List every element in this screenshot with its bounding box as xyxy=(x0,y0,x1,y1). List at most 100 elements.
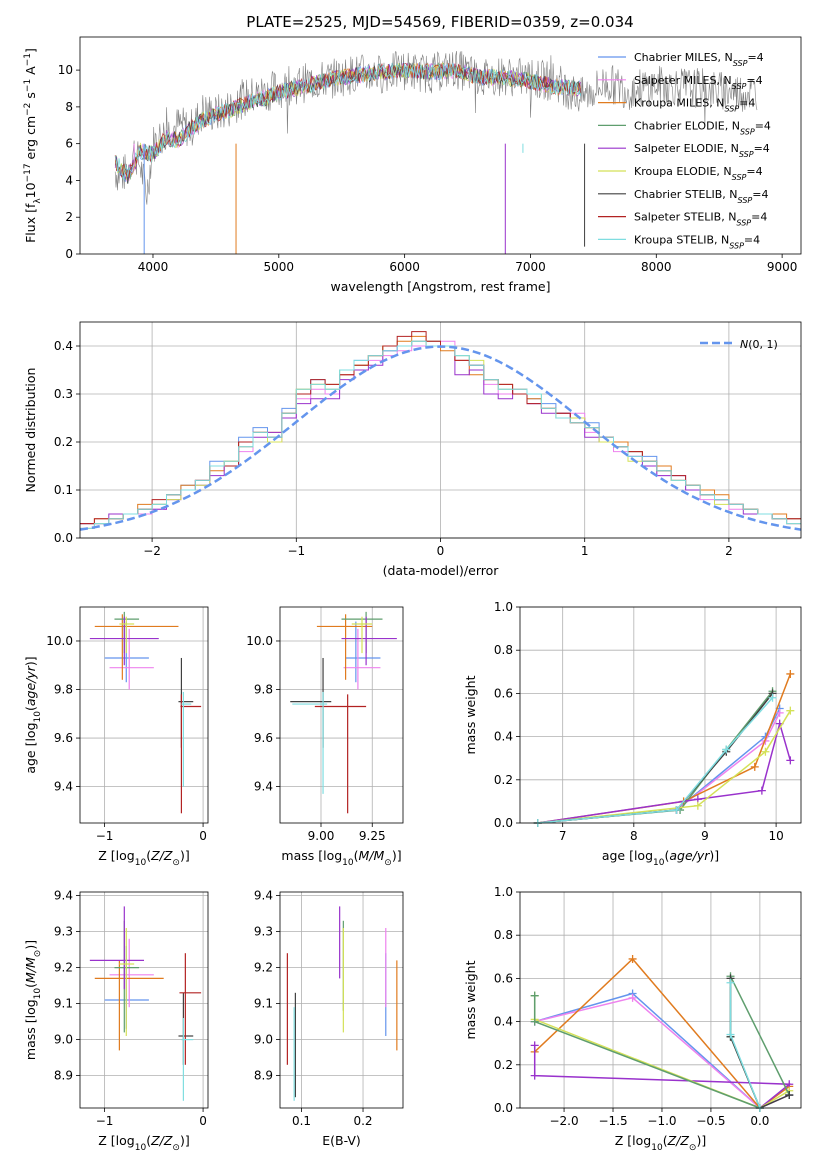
mass_vs_Z-ytick-label: 9.3 xyxy=(54,925,73,939)
mass_weight_vs_Z-xtick-label: −1.0 xyxy=(647,1114,676,1128)
weight-marker xyxy=(726,1030,735,1039)
spectrum-xlabel: wavelength [Angstrom, rest frame] xyxy=(330,279,550,294)
spectrum-model-line xyxy=(114,62,582,178)
mass_vs_ebv-ytick-label: 9.0 xyxy=(254,1033,273,1047)
age_vs_Z-points xyxy=(89,611,202,814)
age_vs_Z-xtick-label: 0 xyxy=(199,829,207,843)
age_vs_mass-points xyxy=(290,611,397,814)
weight-marker xyxy=(775,708,784,717)
weight-marker xyxy=(750,762,759,771)
age_vs_Z-xlabel: Z [log10(Z/Z⊙)] xyxy=(98,848,189,868)
mass_weight_vs_age-xtick-label: 8 xyxy=(630,829,638,843)
age_vs_Z-ytick-label: 10.0 xyxy=(46,634,73,648)
spectrum-ytick-label: 8 xyxy=(65,100,73,114)
mass_vs_Z-titles: Z [log10(Z/Z⊙)] mass [log10(M/M⊙)] xyxy=(23,940,190,1153)
weight-marker xyxy=(786,706,795,715)
mass_vs_ebv-axes: 0.1 0.2 8.9 9.0 9.1 9.2 9.3 9.4 xyxy=(254,889,403,1128)
mass_vs_Z-frame xyxy=(79,891,209,1109)
weight-marker xyxy=(757,786,766,795)
mass_weight_vs_Z-ytick-label: 0.4 xyxy=(494,1015,513,1029)
mass_weight_vs_Z-ylabel: mass weight xyxy=(463,960,478,1039)
residuals-ytick-label: 0.0 xyxy=(54,531,73,545)
weight-line xyxy=(537,710,791,824)
residuals-xtick-label: 1 xyxy=(581,544,589,558)
mass_weight_vs_Z-xtick-label: 0.0 xyxy=(750,1114,769,1128)
mass_weight_vs_Z-ytick-label: 0.6 xyxy=(494,971,513,985)
age_vs_mass-ytick-label: 10.0 xyxy=(246,634,273,648)
weight-marker xyxy=(530,991,539,1000)
mass_vs_Z-xlabel: Z [log10(Z/Z⊙)] xyxy=(98,1133,189,1153)
residuals-ytick-label: 0.3 xyxy=(54,387,73,401)
legend-label: Salpeter STELIB, NSSP=4 xyxy=(634,211,767,228)
mass_vs_ebv-ytick-label: 9.3 xyxy=(254,925,273,939)
mass_vs_Z-points xyxy=(89,906,202,1101)
residuals-ytick-label: 0.4 xyxy=(54,339,73,353)
weight-marker xyxy=(785,1091,794,1100)
legend-label: Salpeter ELODIE, NSSP=4 xyxy=(634,142,770,159)
residuals-xtick-label: 2 xyxy=(725,544,733,558)
age_vs_Z-frame xyxy=(79,606,209,824)
weight-marker xyxy=(693,801,702,810)
weight-marker xyxy=(530,1041,539,1050)
age_vs_mass-xtick-label: 9.25 xyxy=(359,829,386,843)
mass_weight_vs_Z-xtick-label: −2.0 xyxy=(549,1114,578,1128)
legend-label: Chabrier MILES, NSSP=4 xyxy=(634,51,764,68)
spectrum-ytick-label: 2 xyxy=(65,210,73,224)
charts-layer: 4000 5000 6000 7000 8000 90000246810wavelengt… xyxy=(23,36,802,1153)
weight-marker xyxy=(672,806,681,815)
spectrum-frame xyxy=(79,36,802,255)
spectrum-model-line xyxy=(114,62,582,181)
residual-hists xyxy=(80,331,801,531)
spectrum-ytick-label: 4 xyxy=(65,173,73,187)
weight-line xyxy=(534,957,790,1110)
spectrum-model-line xyxy=(114,62,582,182)
mass_vs_Z-ylabel: mass [log10(M/M⊙)] xyxy=(23,940,43,1060)
mass_weight_vs_age-ylabel: mass weight xyxy=(463,675,478,754)
mass_weight_vs_Z-ytick-label: 0.0 xyxy=(494,1101,513,1115)
weight-marker xyxy=(530,1017,539,1026)
age_vs_mass-ytick-label: 9.8 xyxy=(254,683,273,697)
mass_weight_vs_age-ytick-label: 0.2 xyxy=(494,773,513,787)
residuals-xtick-label: −2 xyxy=(143,544,161,558)
residuals-xlabel: (data-model)/error xyxy=(383,563,500,578)
spectrum-lines xyxy=(114,50,758,254)
weight-marker xyxy=(761,747,770,756)
spectrum-titles: wavelength [Angstrom, rest frame] Flux [f… xyxy=(23,48,551,294)
weight-marker xyxy=(530,1071,539,1080)
weight-marker xyxy=(628,954,637,963)
mass_vs_ebv-ytick-label: 8.9 xyxy=(254,1069,273,1083)
mass_vs_Z-ytick-label: 9.0 xyxy=(54,1033,73,1047)
mass_weight_vs_age-xlabel: age [log10(age/yr)] xyxy=(602,848,719,868)
spectrum-xtick-label: 4000 xyxy=(138,260,169,274)
age_vs_Z-titles: Z [log10(Z/Z⊙)] age [log10(age/yr)] xyxy=(23,656,190,868)
age_vs_Z-xtick-label: −1 xyxy=(96,829,114,843)
mass_vs_ebv-ytick-label: 9.4 xyxy=(254,889,273,903)
spectrum-ylabel: Flux [fλ10−17 erg cm−2 s−1 A−1] xyxy=(23,48,43,243)
histogram-step xyxy=(80,340,801,529)
residuals-ytick-label: 0.1 xyxy=(54,483,73,497)
spectrum-xtick-label: 6000 xyxy=(389,260,420,274)
mass_vs_ebv-frame xyxy=(279,891,404,1109)
mass_weight_vs_age-xtick-label: 10 xyxy=(768,829,783,843)
weight-marker xyxy=(786,756,795,765)
weight-line xyxy=(533,1045,792,1109)
residuals-ytick-label: 0.2 xyxy=(54,435,73,449)
mass_vs_Z-xtick-label: −1 xyxy=(96,1114,114,1128)
mass_vs_ebv-xtick-label: 0.2 xyxy=(353,1114,372,1128)
figure-title: PLATE=2525, MJD=54569, FIBERID=0359, z=0… xyxy=(246,13,633,31)
spectrum-ytick-label: 6 xyxy=(65,137,73,151)
mass_weight_vs_age-lines xyxy=(533,669,795,827)
mass_weight_vs_age-ytick-label: 0.4 xyxy=(494,730,513,744)
weight-marker xyxy=(722,745,731,754)
residuals-frame xyxy=(79,321,802,539)
residuals-ylabel: Normed distribution xyxy=(23,368,38,493)
mass_weight_vs_Z-ytick-label: 1.0 xyxy=(494,885,513,899)
mass_vs_Z-ytick-label: 9.1 xyxy=(54,997,73,1011)
mass_weight_vs_age-titles: age [log10(age/yr)] mass weight xyxy=(463,675,719,868)
residuals-titles: (data-model)/error Normed distribution xyxy=(23,368,499,578)
age_vs_Z-ytick-label: 9.8 xyxy=(54,683,73,697)
legend-label: Kroupa STELIB, NSSP=4 xyxy=(634,233,760,250)
normal-curve xyxy=(80,345,801,531)
spectrum-ytick-label: 0 xyxy=(65,247,73,261)
